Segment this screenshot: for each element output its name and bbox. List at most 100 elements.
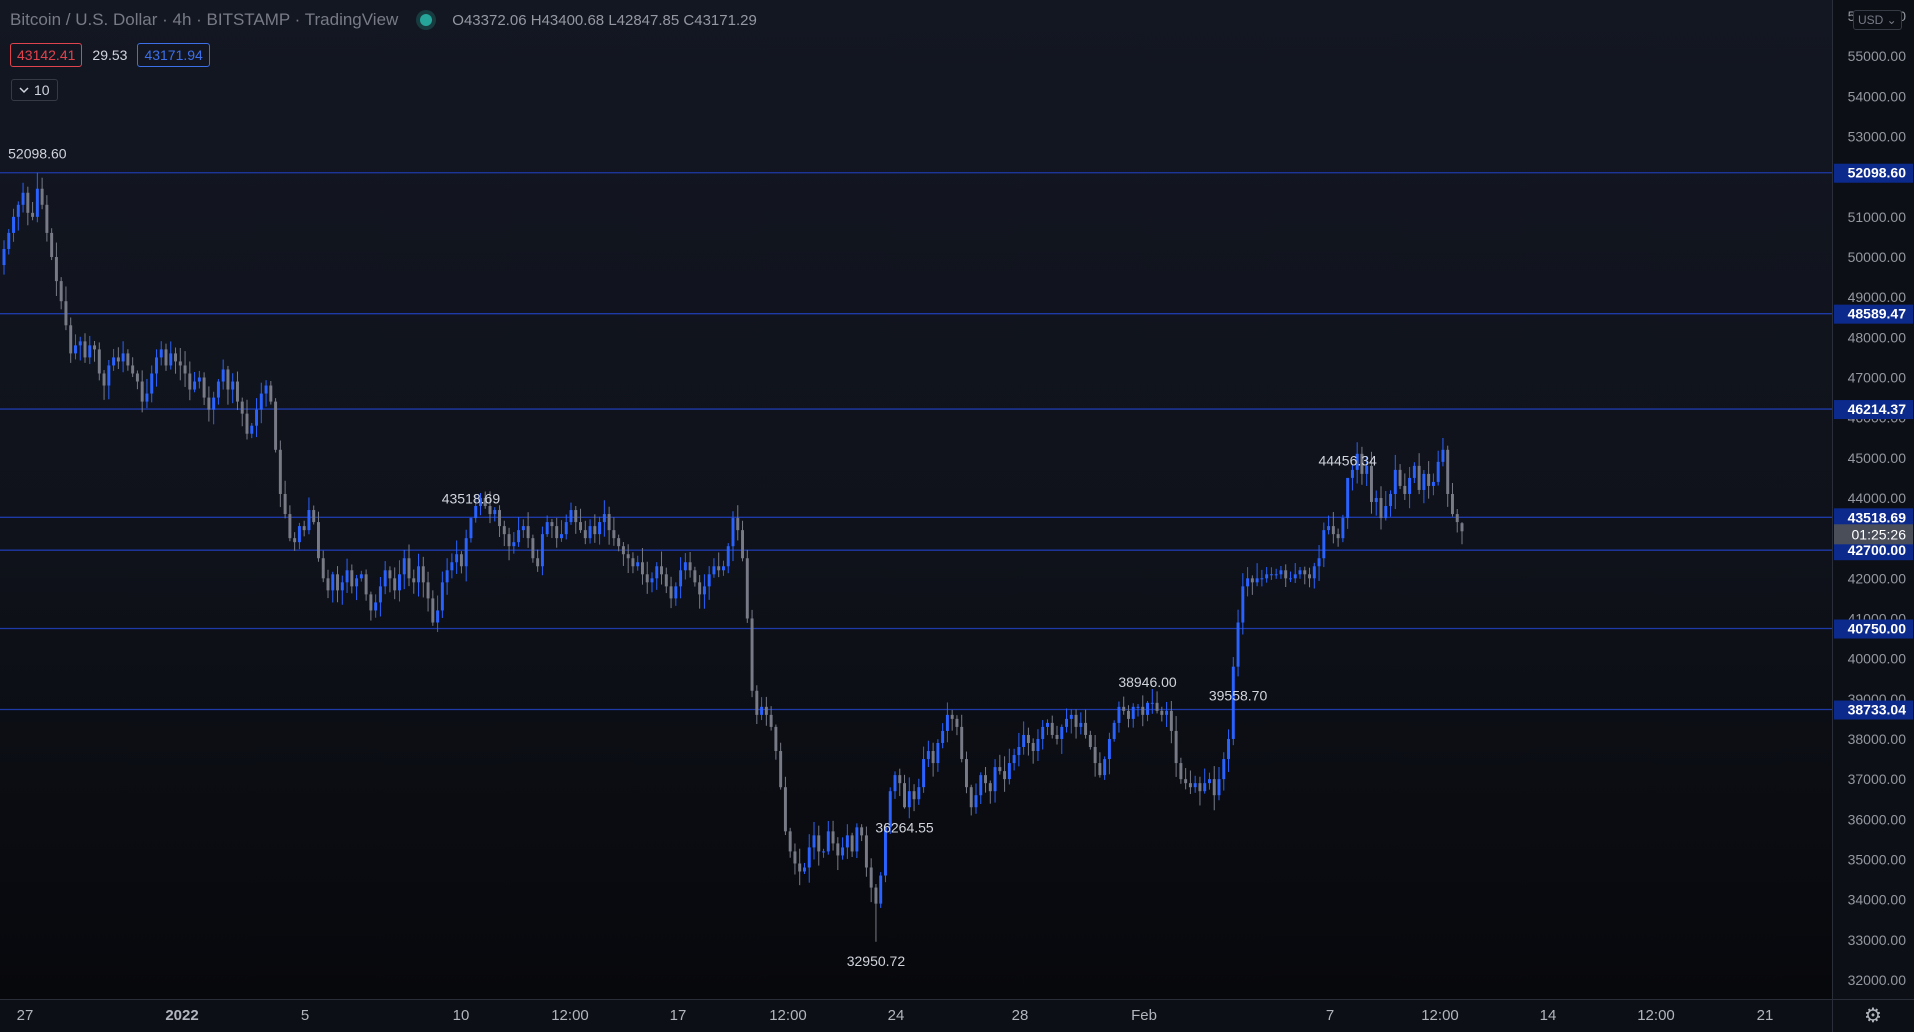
candle[interactable] — [883, 827, 887, 876]
candle[interactable] — [807, 847, 811, 868]
candle[interactable] — [502, 526, 506, 535]
candle[interactable] — [1088, 734, 1092, 748]
candle[interactable] — [1174, 730, 1178, 764]
currency-selector[interactable]: USD ⌄ — [1853, 10, 1902, 30]
indicator-collapse-button[interactable]: 10 — [11, 79, 58, 101]
candle[interactable] — [1341, 518, 1345, 539]
candle[interactable] — [1165, 710, 1169, 715]
candle[interactable] — [1412, 465, 1416, 478]
candle[interactable] — [836, 843, 840, 856]
candle[interactable] — [345, 570, 349, 583]
candle[interactable] — [1045, 722, 1049, 727]
candle[interactable] — [483, 497, 487, 507]
candle[interactable] — [350, 570, 354, 587]
candle[interactable] — [1441, 449, 1445, 462]
candle[interactable] — [898, 775, 902, 784]
candle[interactable] — [574, 510, 578, 523]
candle[interactable] — [550, 522, 554, 527]
candle[interactable] — [145, 393, 149, 402]
candle[interactable] — [579, 522, 583, 531]
candle[interactable] — [73, 345, 77, 354]
candle[interactable] — [445, 570, 449, 583]
candle[interactable] — [950, 714, 954, 719]
candle[interactable] — [31, 212, 35, 217]
time-axis[interactable] — [0, 999, 1832, 1032]
candle[interactable] — [1293, 574, 1297, 579]
candle[interactable] — [1431, 481, 1435, 486]
candle[interactable] — [459, 554, 463, 567]
candle[interactable] — [421, 566, 425, 583]
candle[interactable] — [1036, 738, 1040, 752]
candle[interactable] — [1403, 485, 1407, 494]
candle[interactable] — [1350, 469, 1354, 478]
candle[interactable] — [645, 574, 649, 583]
candle[interactable] — [903, 783, 907, 808]
candle[interactable] — [588, 526, 592, 539]
candle[interactable] — [612, 530, 616, 539]
candle[interactable] — [135, 373, 139, 382]
candle[interactable] — [750, 618, 754, 691]
candle[interactable] — [993, 767, 997, 792]
candle[interactable] — [1312, 566, 1316, 579]
candle[interactable] — [617, 538, 621, 547]
candle[interactable] — [50, 232, 54, 258]
candle[interactable] — [788, 831, 792, 852]
candle[interactable] — [683, 562, 687, 571]
candle[interactable] — [264, 385, 268, 394]
candle[interactable] — [383, 570, 387, 587]
candle[interactable] — [1331, 526, 1335, 535]
candle[interactable] — [478, 497, 482, 507]
candle[interactable] — [1098, 763, 1102, 776]
candle[interactable] — [893, 775, 897, 792]
candle[interactable] — [1346, 477, 1350, 519]
candle[interactable] — [864, 835, 868, 868]
candle[interactable] — [493, 510, 497, 515]
candle[interactable] — [860, 827, 864, 836]
candle[interactable] — [979, 775, 983, 796]
candle[interactable] — [517, 530, 521, 543]
candle[interactable] — [93, 345, 97, 350]
candle[interactable] — [436, 610, 440, 623]
candle[interactable] — [1227, 738, 1231, 760]
candle[interactable] — [107, 365, 111, 386]
candle[interactable] — [1298, 570, 1302, 575]
candle[interactable] — [1117, 706, 1121, 723]
candle[interactable] — [822, 851, 826, 853]
candle[interactable] — [1217, 779, 1221, 796]
candle[interactable] — [388, 570, 392, 579]
candle[interactable] — [121, 353, 125, 362]
candle[interactable] — [297, 526, 301, 543]
candle[interactable] — [1255, 578, 1259, 583]
candle[interactable] — [1136, 706, 1140, 708]
candle[interactable] — [240, 401, 244, 414]
candle[interactable] — [150, 373, 154, 394]
candle[interactable] — [169, 353, 173, 366]
candle[interactable] — [1041, 726, 1045, 739]
candle[interactable] — [40, 188, 44, 205]
candle[interactable] — [35, 188, 39, 217]
candle[interactable] — [1389, 493, 1393, 507]
candle[interactable] — [1084, 722, 1088, 735]
candle[interactable] — [855, 827, 859, 852]
candle[interactable] — [969, 787, 973, 808]
candle[interactable] — [674, 586, 678, 599]
candle[interactable] — [521, 526, 525, 531]
candle[interactable] — [1103, 759, 1107, 776]
candle[interactable] — [178, 361, 182, 366]
candle[interactable] — [669, 586, 673, 599]
candle[interactable] — [1141, 706, 1145, 715]
candle[interactable] — [1131, 706, 1135, 719]
candle[interactable] — [1322, 530, 1326, 559]
candle[interactable] — [1188, 783, 1192, 788]
candle[interactable] — [216, 381, 220, 398]
candle[interactable] — [112, 357, 116, 366]
candle[interactable] — [907, 791, 911, 808]
candle[interactable] — [850, 835, 854, 852]
candle[interactable] — [293, 538, 297, 543]
candle[interactable] — [698, 582, 702, 595]
candle[interactable] — [874, 887, 878, 904]
candle[interactable] — [154, 357, 158, 374]
buy-price-button[interactable]: 43171.94 — [137, 43, 210, 67]
candle[interactable] — [1107, 738, 1111, 760]
candle[interactable] — [941, 730, 945, 743]
